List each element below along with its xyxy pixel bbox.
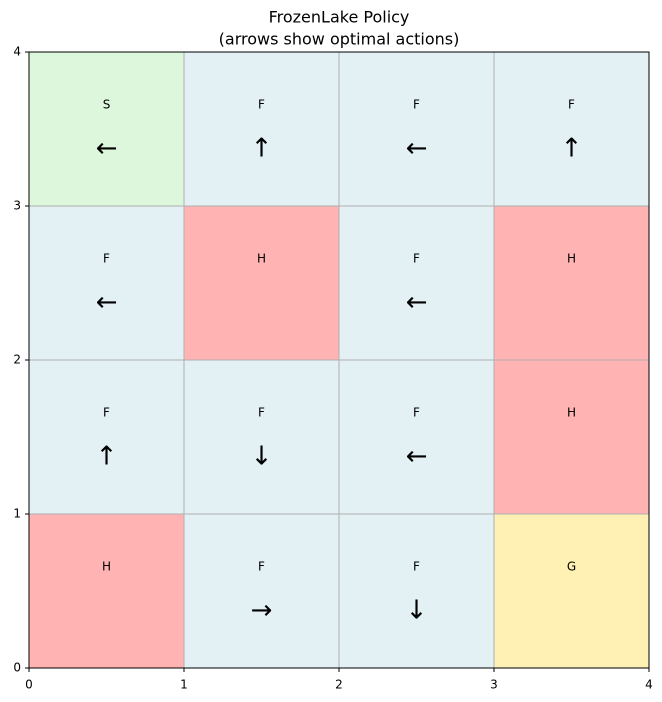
chart-subtitle: (arrows show optimal actions) [219, 30, 460, 49]
cell-label: H [567, 406, 576, 420]
cell-label: G [567, 560, 576, 574]
x-tick-label: 3 [490, 678, 498, 692]
cell-label: F [258, 406, 265, 420]
cell-label: F [413, 252, 420, 266]
action-arrow: ← [96, 288, 118, 318]
x-tick-label: 1 [180, 678, 188, 692]
cell-label: H [102, 560, 111, 574]
action-arrow: ↑ [561, 134, 583, 164]
cell [494, 52, 649, 206]
action-arrow: ← [96, 134, 118, 164]
y-tick-label: 4 [13, 45, 21, 59]
action-arrow: ← [406, 288, 428, 318]
cell-label: F [103, 252, 110, 266]
cell [339, 360, 494, 514]
cell [29, 360, 184, 514]
cell-label: F [103, 406, 110, 420]
cell [29, 52, 184, 206]
cell [184, 52, 339, 206]
x-tick-label: 2 [335, 678, 343, 692]
action-arrow: ↑ [251, 134, 273, 164]
cell-label: F [568, 98, 575, 112]
cell [494, 360, 649, 514]
action-arrow: ↑ [96, 442, 118, 472]
cell [494, 514, 649, 668]
cell-label: F [413, 406, 420, 420]
action-arrow: ← [406, 442, 428, 472]
action-arrow: ↓ [406, 596, 428, 626]
cell [29, 206, 184, 360]
y-tick-label: 1 [13, 507, 21, 521]
cell [339, 514, 494, 668]
cell [339, 206, 494, 360]
cell [184, 360, 339, 514]
cell [494, 206, 649, 360]
chart-title: FrozenLake Policy [269, 8, 410, 27]
y-tick-label: 0 [13, 661, 21, 675]
cell-label: F [258, 98, 265, 112]
cell [29, 514, 184, 668]
cell-label: F [258, 560, 265, 574]
action-arrow: → [251, 596, 273, 626]
cell-label: F [413, 560, 420, 574]
cell-label: F [413, 98, 420, 112]
y-tick-label: 2 [13, 353, 21, 367]
action-arrow: ↓ [251, 442, 273, 472]
cell [184, 514, 339, 668]
cell-label: S [103, 98, 111, 112]
y-tick-label: 3 [13, 199, 21, 213]
x-tick-label: 0 [25, 678, 33, 692]
x-tick-label: 4 [645, 678, 653, 692]
action-arrow: ← [406, 134, 428, 164]
cell [339, 52, 494, 206]
cell-label: H [567, 252, 576, 266]
cell-label: H [257, 252, 266, 266]
cell [184, 206, 339, 360]
